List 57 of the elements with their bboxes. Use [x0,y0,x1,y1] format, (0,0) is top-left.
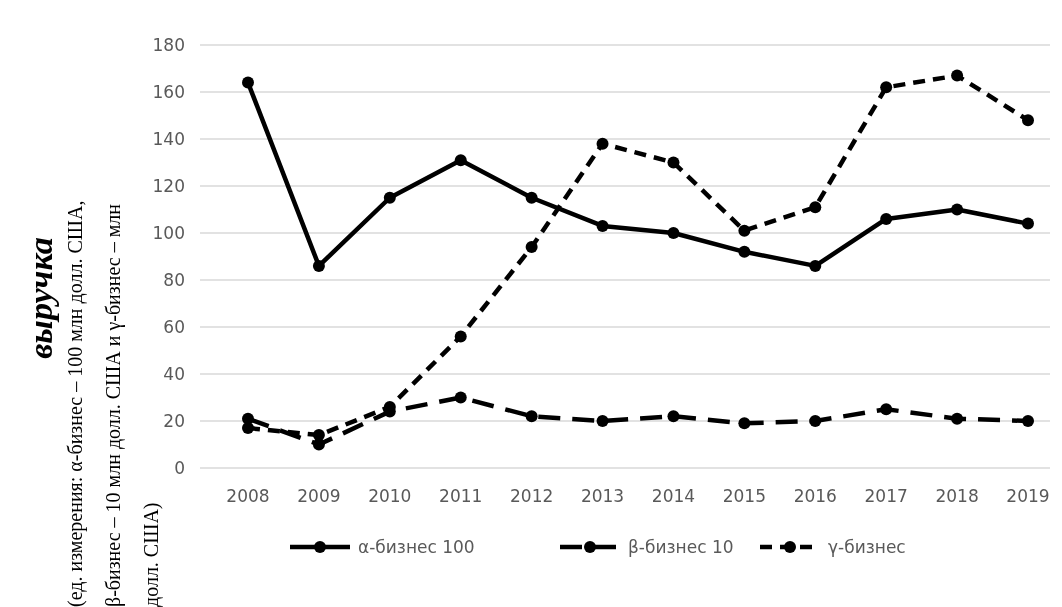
point [596,219,609,232]
x-tick-label: 2008 [226,485,270,506]
point [880,212,893,225]
legend-label: α-бизнес 100 [358,536,475,557]
x-tick-label: 2011 [439,485,483,506]
point [525,410,538,423]
point [951,203,964,216]
legend-label: γ-бизнес [828,536,906,557]
y-axis-title: выручка [21,237,59,359]
point [667,227,680,239]
point [738,245,751,258]
y-tick-label: 80 [163,269,185,290]
point [880,81,893,94]
point [525,241,538,254]
y-tick-label: 40 [163,363,185,384]
legend-label: β-бизнес 10 [628,536,734,557]
point [383,191,396,204]
point [596,415,609,427]
point [809,415,822,427]
x-tick-label: 2013 [580,485,625,506]
point [525,191,538,204]
y-tick-label: 60 [163,316,185,337]
point [454,391,467,404]
x-tick-label: 2012 [510,485,554,506]
y-tick-label: 100 [152,222,185,243]
point [809,259,822,272]
point [738,417,751,430]
y-tick-label: 160 [152,81,185,102]
x-tick-label: 2018 [935,485,979,506]
point [667,410,680,423]
y-tick-label: 180 [152,34,185,55]
point [880,403,893,416]
point [951,412,964,425]
point [312,259,325,272]
point [242,76,254,89]
point [242,422,254,435]
x-tick-label: 2010 [368,485,412,506]
point [454,154,467,167]
x-tick-label: 2015 [722,485,766,506]
point [1022,415,1034,427]
x-tick-label: 2016 [793,485,837,506]
point [738,224,751,237]
point [596,137,609,150]
x-tick-label: 2009 [297,485,341,506]
point [667,156,680,169]
point [454,330,467,343]
y-tick-label: 20 [163,410,185,431]
x-tick-label: 2019 [1006,485,1050,506]
y-tick-label: 140 [152,128,185,149]
point [951,69,964,82]
y-tick-label: 120 [152,175,185,196]
x-tick-label: 2014 [651,485,696,506]
x-tick-label: 2017 [864,485,908,506]
point [1022,114,1034,127]
y-tick-label: 0 [174,457,185,478]
point [1022,217,1034,230]
point [809,201,822,214]
